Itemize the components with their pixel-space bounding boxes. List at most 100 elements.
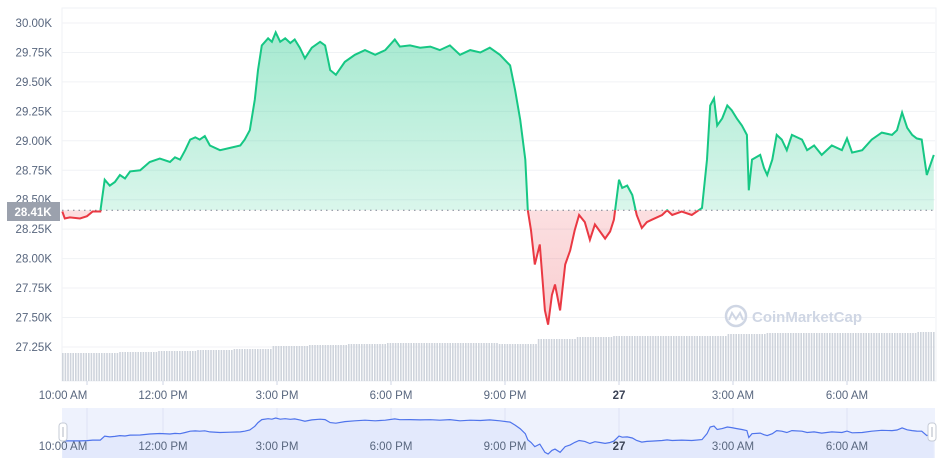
volume-bar	[69, 353, 72, 381]
volume-bar	[849, 333, 852, 381]
volume-bar	[769, 333, 771, 381]
volume-bar	[584, 337, 587, 381]
volume-bar	[441, 343, 444, 381]
volume-bar	[925, 332, 927, 381]
volume-bar	[803, 333, 805, 381]
volume-bar	[465, 343, 467, 381]
volume-bar	[894, 333, 896, 381]
volume-bar	[210, 350, 212, 381]
volume-bar	[660, 336, 662, 381]
volume-bar	[194, 351, 197, 381]
navigator-tick-label: 3:00 AM	[712, 441, 754, 453]
volume-bar	[826, 333, 828, 381]
y-tick-label: 30.00K	[16, 18, 53, 30]
navigator-tick-label: 10:00 AM	[39, 441, 88, 453]
volume-bar	[540, 339, 542, 381]
volume-bar	[662, 336, 665, 381]
volume-bar	[186, 351, 189, 381]
range-navigator[interactable]: 10:00 AM 12:00 PM 3:00 PM 6:00 PM 9:00 PM 27 3…	[39, 408, 937, 458]
volume-bar	[303, 346, 306, 381]
volume-bar	[899, 333, 901, 381]
volume-bar	[231, 350, 233, 381]
x-tick-label: 3:00 AM	[712, 390, 754, 402]
volume-bar	[878, 333, 880, 381]
volume-bar	[805, 333, 808, 381]
volume-bar	[371, 344, 373, 381]
volume-bar	[327, 345, 329, 381]
volume-bar	[569, 339, 571, 381]
volume-bar	[184, 351, 186, 381]
y-tick-label: 27.50K	[16, 313, 53, 325]
y-tick-label: 29.50K	[16, 77, 53, 89]
volume-bar	[381, 344, 384, 381]
volume-bar	[873, 333, 875, 381]
volume-bar	[449, 343, 451, 381]
volume-bar	[205, 350, 207, 381]
volume-bar	[847, 333, 849, 381]
volume-bar	[142, 352, 145, 381]
area-fill-up	[62, 32, 934, 211]
volume-bar	[574, 339, 576, 381]
volume-bar	[166, 351, 168, 381]
volume-bar	[319, 345, 321, 381]
volume-bar	[766, 333, 769, 381]
volume-bar	[127, 352, 129, 381]
volume-bar	[870, 333, 873, 381]
volume-bar	[636, 336, 639, 381]
area-fill-down	[62, 210, 699, 325]
volume-bar	[823, 333, 826, 381]
volume-bar	[171, 351, 173, 381]
volume-bar	[491, 343, 493, 381]
volume-bar	[251, 349, 254, 381]
volume-bar	[883, 333, 886, 381]
coinmarketcap-logo-icon	[724, 304, 748, 328]
volume-bar	[480, 343, 483, 381]
volume-bar	[597, 337, 600, 381]
volume-bar	[366, 344, 368, 381]
watermark: CoinMarketCap	[724, 304, 862, 328]
volume-bar	[355, 344, 358, 381]
volume-bar	[483, 343, 485, 381]
volume-bar	[813, 333, 815, 381]
volume-bar	[132, 352, 134, 381]
volume-bar	[717, 336, 719, 381]
volume-bar	[839, 333, 841, 381]
volume-bar	[350, 344, 353, 381]
volume-bar	[537, 339, 540, 381]
volume-bar	[478, 343, 480, 381]
volume-bar	[501, 344, 503, 381]
volume-bar	[218, 350, 220, 381]
volume-bar	[639, 336, 641, 381]
volume-bar	[244, 349, 246, 381]
volume-bar	[774, 333, 776, 381]
volume-bar	[400, 343, 402, 381]
volume-bar	[527, 344, 529, 381]
volume-bar	[665, 336, 667, 381]
volume-bar	[727, 334, 730, 381]
volume-bar	[298, 346, 301, 381]
volume-bar	[470, 343, 472, 381]
volume-bar	[199, 350, 202, 381]
price-line-down	[61, 210, 701, 325]
volume-bar	[615, 336, 618, 381]
volume-bar	[600, 337, 602, 381]
volume-bar	[514, 344, 516, 381]
volume-bar	[719, 336, 722, 381]
volume-bar	[548, 339, 550, 381]
volume-bar	[670, 336, 672, 381]
volume-bar	[862, 333, 865, 381]
navigator-tick-label: 9:00 PM	[484, 441, 527, 453]
volume-bar	[337, 345, 340, 381]
volume-bar	[922, 332, 925, 381]
volume-bar	[415, 343, 418, 381]
volume-bar	[368, 344, 371, 381]
volume-bar	[332, 345, 334, 381]
volume-bar	[738, 334, 740, 381]
volume-bar	[628, 336, 631, 381]
volume-bar	[725, 336, 727, 381]
volume-bar	[361, 344, 363, 381]
volume-bar	[324, 345, 327, 381]
volume-bar	[545, 339, 548, 381]
volume-bar	[108, 353, 111, 381]
volume-bar	[121, 352, 124, 381]
